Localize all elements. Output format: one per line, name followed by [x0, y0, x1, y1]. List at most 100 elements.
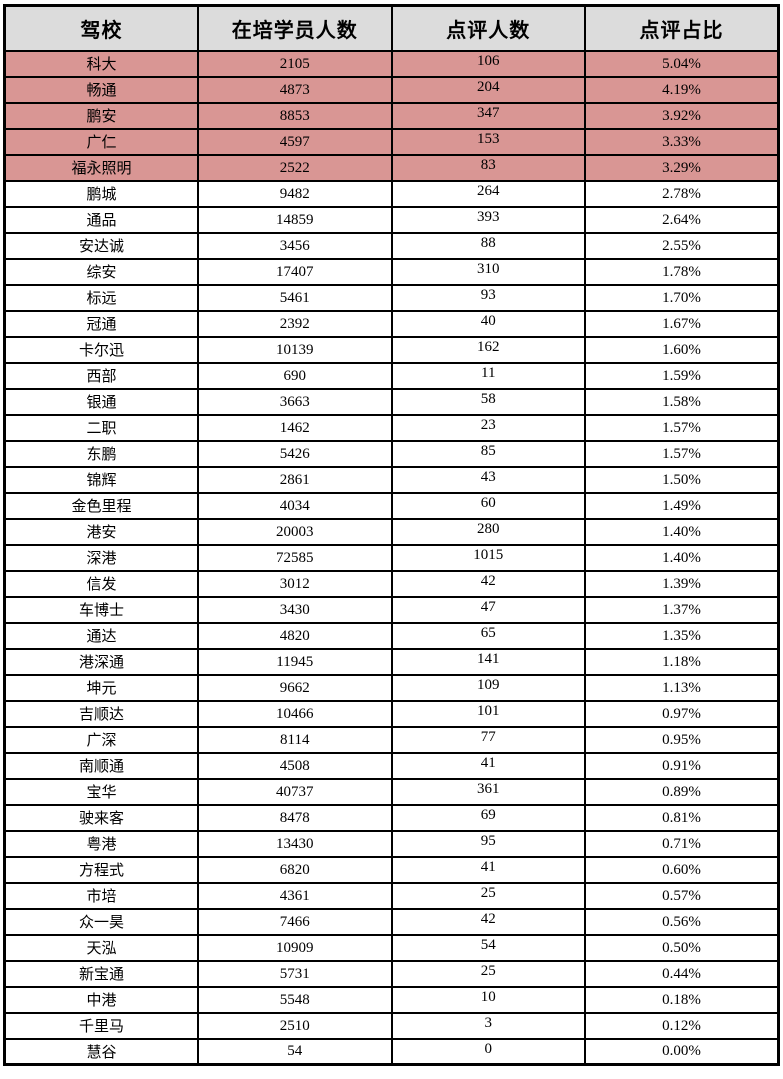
- review-ratio-cell: 3.92%: [584, 101, 780, 130]
- students-count-cell: 10466: [197, 699, 393, 728]
- students-count-cell: 3012: [197, 569, 393, 598]
- review-count-cell: 347: [390, 101, 586, 130]
- table-row: 吉顺达 10466 101 0.97%: [3, 699, 780, 728]
- school-name-cell: 港深通: [3, 647, 199, 676]
- table-row: 天泓 10909 54 0.50%: [3, 933, 780, 962]
- students-count-cell: 5461: [197, 283, 393, 312]
- school-name-cell: 慧谷: [3, 1037, 199, 1066]
- review-ratio-cell: 1.13%: [584, 673, 780, 702]
- table-row: 通品 14859 393 2.64%: [3, 205, 780, 234]
- col-header-school: 驾校: [3, 4, 199, 52]
- review-count-cell: 106: [390, 49, 586, 78]
- review-ratio-cell: 0.56%: [584, 907, 780, 936]
- students-count-cell: 4508: [197, 751, 393, 780]
- table-row: 慧谷 54 0 0.00%: [3, 1037, 780, 1066]
- table-row: 粤港 13430 95 0.71%: [3, 829, 780, 858]
- students-count-cell: 4361: [197, 881, 393, 910]
- review-ratio-cell: 1.60%: [584, 335, 780, 364]
- students-count-cell: 3430: [197, 595, 393, 624]
- review-ratio-cell: 1.49%: [584, 491, 780, 520]
- table-row: 标远 5461 93 1.70%: [3, 283, 780, 312]
- review-ratio-cell: 0.50%: [584, 933, 780, 962]
- school-name-cell: 港安: [3, 517, 199, 546]
- students-count-cell: 5548: [197, 985, 393, 1014]
- students-count-cell: 5731: [197, 959, 393, 988]
- students-count-cell: 9482: [197, 179, 393, 208]
- school-name-cell: 鹏安: [3, 101, 199, 130]
- table-row: 深港 72585 1015 1.40%: [3, 543, 780, 572]
- col-header-review-ratio: 点评占比: [584, 4, 780, 52]
- review-count-cell: 25: [390, 959, 586, 988]
- students-count-cell: 2522: [197, 153, 393, 182]
- table-row: 车博士 3430 47 1.37%: [3, 595, 780, 624]
- students-count-cell: 7466: [197, 907, 393, 936]
- students-count-cell: 8114: [197, 725, 393, 754]
- school-name-cell: 众一昊: [3, 907, 199, 936]
- school-name-cell: 东鹏: [3, 439, 199, 468]
- students-count-cell: 11945: [197, 647, 393, 676]
- students-count-cell: 4597: [197, 127, 393, 156]
- review-count-cell: 109: [390, 673, 586, 702]
- review-ratio-cell: 1.50%: [584, 465, 780, 494]
- review-count-cell: 88: [390, 231, 586, 260]
- review-ratio-cell: 4.19%: [584, 75, 780, 104]
- review-count-cell: 393: [390, 205, 586, 234]
- review-count-cell: 23: [390, 413, 586, 442]
- school-name-cell: 市培: [3, 881, 199, 910]
- col-header-students-in-training: 在培学员人数: [197, 4, 393, 52]
- review-count-cell: 60: [390, 491, 586, 520]
- school-name-cell: 宝华: [3, 777, 199, 806]
- students-count-cell: 2510: [197, 1011, 393, 1040]
- students-count-cell: 4820: [197, 621, 393, 650]
- table-row: 方程式 6820 41 0.60%: [3, 855, 780, 884]
- school-name-cell: 车博士: [3, 595, 199, 624]
- review-ratio-cell: 0.95%: [584, 725, 780, 754]
- school-name-cell: 西部: [3, 361, 199, 390]
- table-row: 千里马 2510 3 0.12%: [3, 1011, 780, 1040]
- review-ratio-cell: 1.78%: [584, 257, 780, 286]
- review-count-cell: 41: [390, 855, 586, 884]
- review-count-cell: 141: [390, 647, 586, 676]
- school-name-cell: 畅通: [3, 75, 199, 104]
- students-count-cell: 4034: [197, 491, 393, 520]
- review-ratio-cell: 1.58%: [584, 387, 780, 416]
- review-ratio-cell: 0.57%: [584, 881, 780, 910]
- review-count-cell: 204: [390, 75, 586, 104]
- school-name-cell: 卡尔迅: [3, 335, 199, 364]
- review-count-cell: 310: [390, 257, 586, 286]
- students-count-cell: 54: [197, 1037, 393, 1066]
- review-count-cell: 58: [390, 387, 586, 416]
- review-ratio-cell: 5.04%: [584, 49, 780, 78]
- students-count-cell: 20003: [197, 517, 393, 546]
- students-count-cell: 10909: [197, 933, 393, 962]
- table-row: 二职 1462 23 1.57%: [3, 413, 780, 442]
- review-ratio-cell: 0.44%: [584, 959, 780, 988]
- students-count-cell: 8478: [197, 803, 393, 832]
- review-ratio-cell: 1.40%: [584, 517, 780, 546]
- table-row: 金色里程 4034 60 1.49%: [3, 491, 780, 520]
- review-count-cell: 54: [390, 933, 586, 962]
- driving-school-review-table: 驾校 在培学员人数 点评人数 点评占比 科大 2105 106 5.04% 畅通 4873…: [3, 4, 780, 1066]
- review-ratio-cell: 1.57%: [584, 439, 780, 468]
- students-count-cell: 8853: [197, 101, 393, 130]
- table-row: 信发 3012 42 1.39%: [3, 569, 780, 598]
- review-count-cell: 25: [390, 881, 586, 910]
- school-name-cell: 新宝通: [3, 959, 199, 988]
- review-ratio-cell: 1.18%: [584, 647, 780, 676]
- school-name-cell: 南顺通: [3, 751, 199, 780]
- school-name-cell: 二职: [3, 413, 199, 442]
- table-row: 福永照明 2522 83 3.29%: [3, 153, 780, 182]
- review-count-cell: 264: [390, 179, 586, 208]
- table-row: 广深 8114 77 0.95%: [3, 725, 780, 754]
- school-name-cell: 冠通: [3, 309, 199, 338]
- review-ratio-cell: 1.59%: [584, 361, 780, 390]
- table-row: 港安 20003 280 1.40%: [3, 517, 780, 546]
- school-name-cell: 金色里程: [3, 491, 199, 520]
- review-ratio-cell: 1.37%: [584, 595, 780, 624]
- review-count-cell: 41: [390, 751, 586, 780]
- review-ratio-cell: 1.40%: [584, 543, 780, 572]
- students-count-cell: 2861: [197, 465, 393, 494]
- students-count-cell: 6820: [197, 855, 393, 884]
- table-row: 冠通 2392 40 1.67%: [3, 309, 780, 338]
- review-ratio-cell: 1.70%: [584, 283, 780, 312]
